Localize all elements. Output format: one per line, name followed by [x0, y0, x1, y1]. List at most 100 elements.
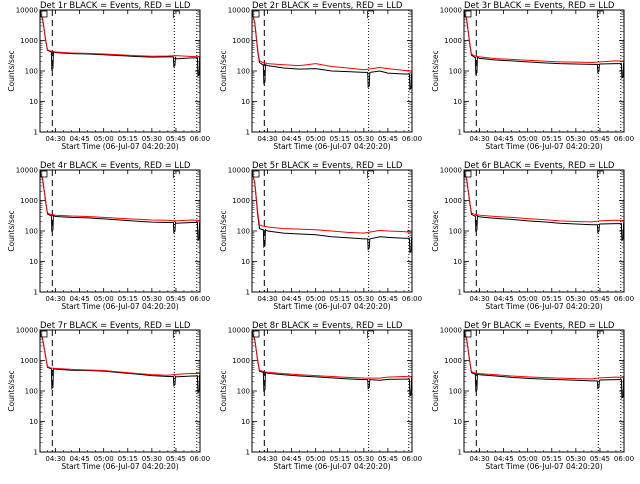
x-tick-label: 04:30 [45, 135, 65, 143]
x-tick-label: 05:45 [590, 295, 610, 303]
y-tick-label: 1 [34, 449, 38, 457]
x-tick-label: 05:45 [378, 295, 398, 303]
y-tick-label: 100 [449, 228, 462, 236]
x-tick-label: 05:30 [354, 135, 374, 143]
bracket-marker [596, 330, 604, 338]
x-tick-label: 04:45 [70, 295, 90, 303]
y-tick-label: 10000 [228, 327, 250, 335]
series-line-lld [464, 170, 624, 223]
corner-box-marker [464, 330, 472, 338]
series-line-lld [40, 330, 200, 376]
x-tick-label: 04:45 [494, 455, 514, 463]
x-tick-label: 06:00 [190, 295, 210, 303]
x-tick-label: 05:15 [118, 295, 138, 303]
corner-box-marker [464, 10, 472, 18]
x-tick-label: 05:15 [330, 135, 350, 143]
y-tick-label: 10 [241, 98, 250, 106]
x-tick-label: 04:45 [282, 135, 302, 143]
y-tick-label: 10 [453, 258, 462, 266]
y-tick-label: 1 [458, 129, 462, 137]
plot-frame [251, 9, 413, 133]
x-tick-label: 06:00 [614, 135, 634, 143]
corner-box-marker [40, 330, 48, 338]
x-tick-label: 05:00 [306, 135, 326, 143]
bracket-marker [367, 330, 375, 338]
series-line-events [252, 170, 412, 254]
y-axis-label: Counts/sec [219, 210, 228, 251]
y-tick-label: 10 [29, 258, 38, 266]
x-axis-label: Start Time (06-Jul-07 04:20:20) [485, 302, 602, 311]
x-tick-label: 05:00 [94, 295, 114, 303]
y-tick-label: 1 [246, 129, 250, 137]
x-tick-label: 05:15 [330, 455, 350, 463]
series-line-lld [252, 170, 412, 234]
x-tick-label: 05:45 [166, 135, 186, 143]
y-tick-label: 10000 [16, 327, 38, 335]
x-tick-label: 06:00 [614, 455, 634, 463]
y-axis-label: Counts/sec [219, 50, 228, 91]
x-tick-label: 05:30 [354, 295, 374, 303]
x-tick-label: 06:00 [402, 295, 422, 303]
x-axis-label: Start Time (06-Jul-07 04:20:20) [273, 462, 390, 471]
panel-4: Det 4r BLACK = Events, RED = LLD 04:30 04:… [7, 161, 210, 311]
x-tick-label: 05:30 [566, 455, 586, 463]
x-axis-label: Start Time (06-Jul-07 04:20:20) [61, 462, 178, 471]
panel-title: Det 9r BLACK = Events, RED = LLD [464, 321, 615, 331]
panel-title: Det 2r BLACK = Events, RED = LLD [252, 1, 403, 11]
x-tick-label: 04:30 [469, 135, 489, 143]
y-tick-label: 1000 [20, 197, 38, 205]
y-tick-label: 100 [25, 228, 38, 236]
series-line-events [252, 10, 412, 91]
x-tick-label: 04:45 [282, 295, 302, 303]
series-line-lld [464, 330, 624, 380]
y-tick-label: 1 [458, 289, 462, 297]
x-axis-label: Start Time (06-Jul-07 04:20:20) [485, 462, 602, 471]
x-tick-label: 05:00 [306, 455, 326, 463]
x-tick-label: 05:30 [354, 455, 374, 463]
y-tick-label: 100 [25, 388, 38, 396]
y-tick-label: 10 [241, 418, 250, 426]
series-line-events [464, 170, 624, 242]
plot-frame [463, 9, 625, 133]
x-tick-label: 05:00 [94, 455, 114, 463]
plot-frame [251, 169, 413, 293]
y-tick-label: 1 [34, 289, 38, 297]
x-tick-label: 06:00 [614, 295, 634, 303]
y-tick-label: 100 [237, 228, 250, 236]
x-tick-label: 04:30 [469, 455, 489, 463]
y-tick-label: 10000 [16, 7, 38, 15]
corner-box-marker [252, 330, 260, 338]
plot-frame [251, 329, 413, 453]
panel-7: Det 7r BLACK = Events, RED = LLD 04:30 04:… [7, 321, 210, 471]
x-tick-label: 06:00 [190, 455, 210, 463]
x-tick-label: 05:00 [306, 295, 326, 303]
panel-2: Det 2r BLACK = Events, RED = LLD 04:30 04:… [219, 1, 422, 151]
x-tick-label: 05:45 [378, 135, 398, 143]
y-tick-label: 10000 [16, 167, 38, 175]
corner-box-marker [40, 170, 48, 178]
x-tick-label: 06:00 [190, 135, 210, 143]
y-tick-label: 10000 [440, 167, 462, 175]
y-axis-label: Counts/sec [431, 370, 440, 411]
y-tick-label: 1 [458, 449, 462, 457]
x-tick-label: 05:15 [542, 295, 562, 303]
x-tick-label: 05:30 [142, 135, 162, 143]
y-axis-label: Counts/sec [431, 50, 440, 91]
bracket-marker [172, 170, 180, 178]
panel-8: Det 8r BLACK = Events, RED = LLD 04:30 04:… [219, 321, 422, 471]
panel-3: Det 3r BLACK = Events, RED = LLD 04:30 04:… [431, 1, 634, 151]
y-tick-label: 1000 [444, 357, 462, 365]
series-line-lld [40, 10, 200, 58]
y-tick-label: 1 [246, 449, 250, 457]
x-tick-label: 05:45 [378, 455, 398, 463]
y-tick-label: 1000 [232, 197, 250, 205]
y-tick-label: 10000 [228, 167, 250, 175]
x-tick-label: 06:00 [402, 455, 422, 463]
plot-frame [39, 169, 201, 293]
x-tick-label: 04:30 [257, 455, 277, 463]
x-tick-label: 05:45 [590, 455, 610, 463]
y-tick-label: 10 [29, 418, 38, 426]
x-tick-label: 05:15 [542, 455, 562, 463]
